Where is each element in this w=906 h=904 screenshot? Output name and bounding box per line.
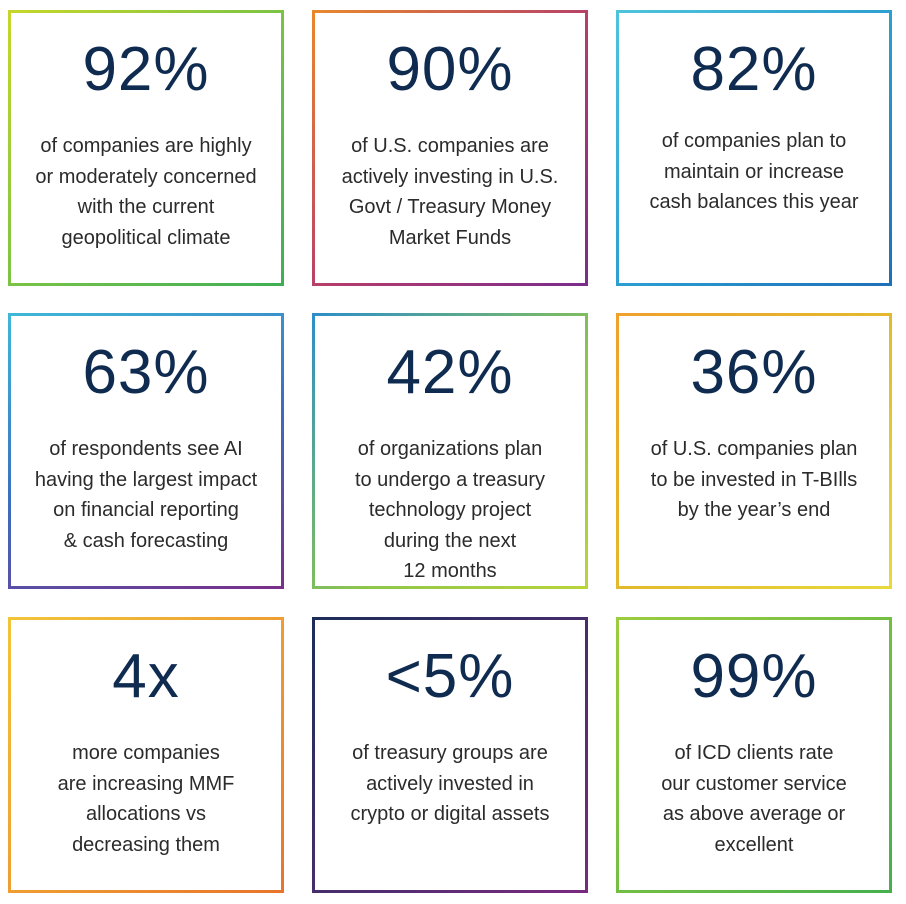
stat-value: 4x <box>112 642 180 711</box>
stat-card-body: 92% of companies are highly or moderatel… <box>11 13 281 283</box>
stat-value: 36% <box>690 338 818 407</box>
stat-card-body: 42% of organizations plan to undergo a t… <box>315 316 585 586</box>
stat-value: 63% <box>82 338 210 407</box>
stat-card: 92% of companies are highly or moderatel… <box>8 10 284 286</box>
stat-card-body: 99% of ICD clients rate our customer ser… <box>619 620 889 890</box>
stat-value: 99% <box>690 642 818 711</box>
stat-description: more companies are increasing MMF alloca… <box>57 742 235 856</box>
stat-card: 36% of U.S. companies plan to be investe… <box>616 313 892 589</box>
stat-description: of U.S. companies plan to be invested in… <box>650 438 858 521</box>
stat-description: of ICD clients rate our customer service… <box>661 742 847 856</box>
stat-card: 42% of organizations plan to undergo a t… <box>312 313 588 589</box>
stat-description: of organizations plan to undergo a treas… <box>354 438 546 582</box>
stat-value: <5% <box>385 642 515 711</box>
stat-description: of respondents see AI having the largest… <box>34 438 258 552</box>
stat-value: 90% <box>386 35 514 104</box>
stat-card: <5% of treasury groups are actively inve… <box>312 617 588 893</box>
stat-card-body: 63% of respondents see AI having the lar… <box>11 316 281 586</box>
stat-value: 82% <box>690 35 818 104</box>
stat-value: 42% <box>386 338 514 407</box>
stat-card: 63% of respondents see AI having the lar… <box>8 313 284 589</box>
stat-description: of companies plan to maintain or increas… <box>649 130 859 213</box>
stat-card-body: 82% of companies plan to maintain or inc… <box>619 13 889 283</box>
stat-value: 92% <box>82 35 210 104</box>
stat-card-body: 36% of U.S. companies plan to be investe… <box>619 316 889 586</box>
stat-card-body: 90% of U.S. companies are actively inves… <box>315 13 585 283</box>
stat-card: 4x more companies are increasing MMF all… <box>8 617 284 893</box>
stat-description: of treasury groups are actively invested… <box>350 742 550 825</box>
stat-card: 99% of ICD clients rate our customer ser… <box>616 617 892 893</box>
stat-description: of U.S. companies are actively investing… <box>341 135 559 249</box>
stat-card-body: 4x more companies are increasing MMF all… <box>11 620 281 890</box>
stat-card-body: <5% of treasury groups are actively inve… <box>315 620 585 890</box>
stat-card: 82% of companies plan to maintain or inc… <box>616 10 892 286</box>
stat-description: of companies are highly or moderately co… <box>35 135 257 249</box>
stat-card: 90% of U.S. companies are actively inves… <box>312 10 588 286</box>
